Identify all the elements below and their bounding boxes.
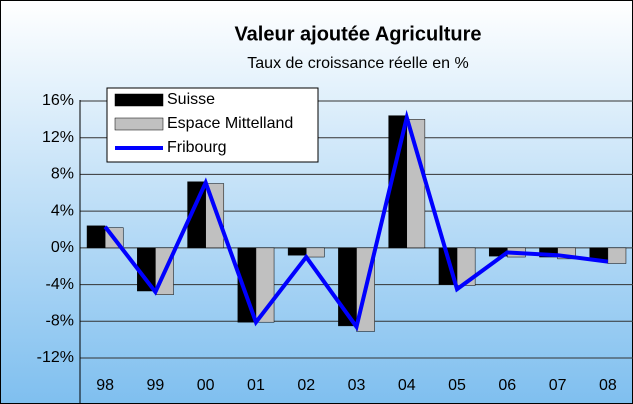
bar: [607, 247, 627, 264]
y-tick-label: -8%: [46, 313, 74, 330]
legend-label: Suisse: [167, 91, 215, 108]
x-tick-label: 04: [398, 377, 416, 394]
y-tick-label: 4%: [51, 202, 74, 219]
x-tick-label: 00: [197, 377, 215, 394]
x-tick-label: 07: [549, 377, 567, 394]
chart-title: Valeur ajoutée Agriculture: [234, 23, 481, 45]
bar: [305, 247, 325, 258]
bar: [287, 247, 307, 256]
x-tick-label: 08: [599, 377, 617, 394]
bar: [456, 247, 476, 286]
y-tick-label: 16%: [42, 92, 74, 109]
chart-subtitle: Taux de croissance réelle en %: [247, 55, 468, 72]
x-tick-label: 01: [247, 377, 265, 394]
x-tick-label: 05: [448, 377, 466, 394]
bar: [86, 225, 106, 249]
bar: [406, 119, 426, 249]
y-tick-label: 8%: [51, 166, 74, 183]
legend-label: Fribourg: [167, 139, 227, 156]
x-tick-label: 02: [297, 377, 315, 394]
line: [103, 109, 609, 332]
x-tick-label: 03: [348, 377, 366, 394]
y-tick-label: -12%: [37, 349, 74, 366]
y-tick-label: -4%: [46, 276, 74, 293]
y-tick-label: 12%: [42, 129, 74, 146]
legend-label: Espace Mittelland: [167, 115, 293, 132]
x-tick-label: 06: [498, 377, 516, 394]
legend-swatch: [114, 117, 164, 131]
y-tick-label: 0%: [51, 239, 74, 256]
legend-swatch: [114, 93, 164, 107]
x-tick-label: 98: [96, 377, 114, 394]
x-tick-label: 99: [147, 377, 165, 394]
